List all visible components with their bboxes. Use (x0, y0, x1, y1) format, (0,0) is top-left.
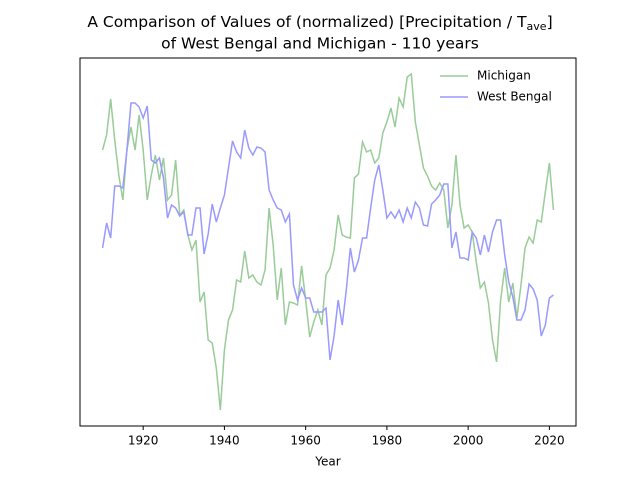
series-line (101, 102, 554, 361)
x-tick-label: 1940 (209, 434, 240, 448)
x-tick-label: 2000 (453, 434, 484, 448)
chart-subtitle: of West Bengal and Michigan - 110 years (161, 35, 479, 53)
title-subscript: ave (527, 20, 547, 33)
title-text: A Comparison of Values of (normalized) [… (87, 13, 527, 31)
x-tick-label: 1920 (128, 434, 159, 448)
series-line (101, 72, 555, 411)
x-axis-label: Year (314, 455, 340, 469)
chart-title: A Comparison of Values of (normalized) [… (87, 13, 552, 34)
legend-label: Michigan (477, 69, 531, 83)
title-text: ] (547, 13, 553, 31)
x-tick-label: 2020 (534, 434, 565, 448)
x-tick-label: 1980 (372, 434, 403, 448)
plot-frame (79, 57, 577, 427)
legend-label: West Bengal (477, 90, 552, 104)
x-tick-label: 1960 (290, 434, 321, 448)
